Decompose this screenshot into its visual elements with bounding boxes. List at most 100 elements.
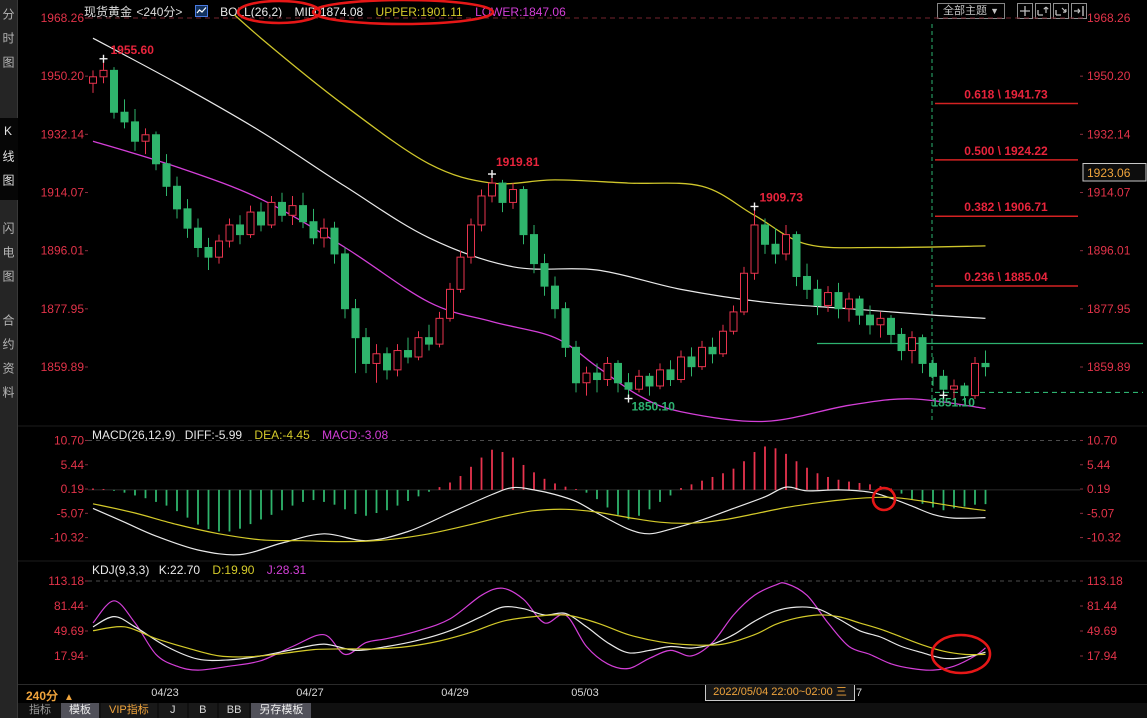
xaxis-date-label: 04/27 xyxy=(296,687,324,699)
xaxis-date-label: 05/03 xyxy=(571,687,599,699)
zoom-out-chart-icon[interactable] xyxy=(1053,3,1069,19)
svg-text:1955.60: 1955.60 xyxy=(111,43,155,57)
period-selector[interactable]: 240分 ▲ xyxy=(26,687,74,704)
svg-text:-5.07: -5.07 xyxy=(1087,506,1115,520)
bottom-toolbar: 指标 模板 VIP指标 J B BB 另存模板 xyxy=(18,703,1147,718)
candles-layer xyxy=(89,58,990,403)
svg-text:1932.14: 1932.14 xyxy=(41,127,85,141)
svg-text:-10.32: -10.32 xyxy=(1087,531,1121,545)
green-annotation-lines xyxy=(817,24,1143,421)
svg-text:1923.06: 1923.06 xyxy=(1087,166,1131,180)
themes-dropdown[interactable]: 全部主题 ▼ xyxy=(937,3,1005,19)
themes-dropdown-label: 全部主题 xyxy=(943,5,987,17)
svg-text:1914.07: 1914.07 xyxy=(1087,186,1131,200)
xaxis-date-label: 04/29 xyxy=(441,687,469,699)
chart-type-sidebar: 分时图 K线图 闪电图 合约资料 xyxy=(0,0,18,718)
kdj-panel xyxy=(92,582,986,671)
svg-text:81.44: 81.44 xyxy=(1087,599,1117,613)
red-circle-annotations xyxy=(236,0,992,675)
sidebar-item-lightning-chart[interactable]: 闪电图 xyxy=(1,222,15,294)
boll-lower-value: LOWER:1847.06 xyxy=(475,5,566,19)
toolbar-j-button[interactable]: J xyxy=(158,703,187,718)
period-selector-label: 240分 xyxy=(26,689,59,703)
toolbar-save-template-button[interactable]: 另存模板 xyxy=(251,703,312,718)
svg-text:1909.73: 1909.73 xyxy=(760,190,804,204)
main-chart-header: 现货黄金 <240分> BOLL(26,2) MID:1874.08 UPPER… xyxy=(84,3,575,20)
grid-lines xyxy=(18,17,1147,685)
svg-text:17.94: 17.94 xyxy=(54,649,84,663)
crosshair-date-tooltip: 2022/05/04 22:00~02:00 三 xyxy=(705,684,855,701)
svg-text:113.18: 113.18 xyxy=(48,574,84,588)
kdj-name-label: KDJ(9,3,3) xyxy=(92,563,150,577)
svg-text:1950.20: 1950.20 xyxy=(1087,69,1131,83)
svg-text:17.94: 17.94 xyxy=(1087,649,1117,663)
boll-mid-value: MID:1874.08 xyxy=(294,5,364,19)
svg-text:1859.89: 1859.89 xyxy=(41,360,85,374)
toolbar-vip-indicators-button[interactable]: VIP指标 xyxy=(101,703,157,718)
svg-text:1859.89: 1859.89 xyxy=(1087,360,1131,374)
svg-text:0.500 \ 1924.22: 0.500 \ 1924.22 xyxy=(964,144,1048,158)
crosshair-tool-icon[interactable] xyxy=(1017,3,1033,19)
kdj-k-value: K:22.70 xyxy=(158,563,201,577)
svg-text:10.70: 10.70 xyxy=(54,433,84,447)
svg-text:1896.01: 1896.01 xyxy=(41,244,85,258)
kdj-d-value: D:19.90 xyxy=(212,563,255,577)
toolbar-bb-button[interactable]: BB xyxy=(218,703,250,718)
xaxis-date-label: 04/23 xyxy=(151,687,179,699)
svg-text:1851.10: 1851.10 xyxy=(932,395,976,409)
triangle-up-icon: ▲ xyxy=(64,692,74,703)
svg-text:49.69: 49.69 xyxy=(1087,624,1117,638)
svg-text:1932.14: 1932.14 xyxy=(1087,127,1131,141)
extreme-price-labels: 1955.60 1919.81 1909.73 1850.10 1851.10 xyxy=(99,43,976,414)
pan-right-icon[interactable] xyxy=(1071,3,1087,19)
svg-text:1914.07: 1914.07 xyxy=(41,186,85,200)
macd-diff-value: DIFF:-5.99 xyxy=(184,428,243,442)
zoom-in-chart-icon[interactable] xyxy=(1035,3,1051,19)
last-price-box: 1923.06 xyxy=(1082,163,1147,182)
toolbar-b-button[interactable]: B xyxy=(188,703,217,718)
svg-text:0.19: 0.19 xyxy=(61,482,85,496)
period-label[interactable]: <240分> xyxy=(136,5,183,19)
kdj-j-value: J:28.31 xyxy=(266,563,307,577)
boll-upper-value: UPPER:1901.11 xyxy=(375,5,463,19)
svg-text:0.19: 0.19 xyxy=(1087,482,1111,496)
svg-text:81.44: 81.44 xyxy=(54,599,84,613)
macd-panel xyxy=(92,446,987,556)
candlestick-mini-icon xyxy=(194,5,208,20)
svg-text:10.70: 10.70 xyxy=(1087,433,1117,447)
svg-text:0.382 \ 1906.71: 0.382 \ 1906.71 xyxy=(964,200,1048,214)
sidebar-item-time-chart[interactable]: 分时图 xyxy=(1,8,15,80)
symbol-title: 现货黄金 xyxy=(84,5,133,19)
bollinger-bands xyxy=(92,15,986,423)
toolbar-template-button[interactable]: 模板 xyxy=(61,703,99,718)
toolbar-indicators-button[interactable]: 指标 xyxy=(29,704,51,716)
svg-text:5.44: 5.44 xyxy=(61,458,85,472)
svg-text:49.69: 49.69 xyxy=(54,624,84,638)
svg-text:1850.10: 1850.10 xyxy=(632,400,676,414)
svg-text:1877.95: 1877.95 xyxy=(41,302,85,316)
macd-name-label: MACD(26,12,9) xyxy=(92,428,176,442)
svg-text:1968.26: 1968.26 xyxy=(41,11,85,25)
svg-text:1919.81: 1919.81 xyxy=(496,155,540,169)
fibonacci-levels: 0.618 \ 1941.73 0.500 \ 1924.22 0.382 \ 19… xyxy=(935,87,1078,287)
svg-text:1896.01: 1896.01 xyxy=(1087,244,1131,258)
macd-macd-value: MACD:-3.08 xyxy=(322,428,389,442)
macd-dea-value: DEA:-4.45 xyxy=(254,428,310,442)
macd-panel-header: MACD(26,12,9) DIFF:-5.99 DEA:-4.45 MACD:… xyxy=(92,428,397,442)
svg-text:113.18: 113.18 xyxy=(1087,574,1123,588)
sidebar-item-contract-info[interactable]: 合约资料 xyxy=(1,314,15,410)
svg-text:0.618 \ 1941.73: 0.618 \ 1941.73 xyxy=(964,87,1048,101)
svg-text:1950.20: 1950.20 xyxy=(41,69,85,83)
svg-text:-5.07: -5.07 xyxy=(57,506,85,520)
svg-text:1877.95: 1877.95 xyxy=(1087,302,1131,316)
svg-text:-10.32: -10.32 xyxy=(50,531,84,545)
xaxis-partial-label: 7 xyxy=(856,687,863,699)
boll-indicator-label: BOLL(26,2) xyxy=(220,5,283,19)
sidebar-item-kline-chart[interactable]: K线图 xyxy=(0,118,18,200)
kdj-panel-header: KDJ(9,3,3) K:22.70 D:19.90 J:28.31 xyxy=(92,563,315,577)
svg-text:5.44: 5.44 xyxy=(1087,458,1111,472)
svg-text:1968.26: 1968.26 xyxy=(1087,11,1131,25)
chevron-down-icon: ▼ xyxy=(990,6,999,16)
